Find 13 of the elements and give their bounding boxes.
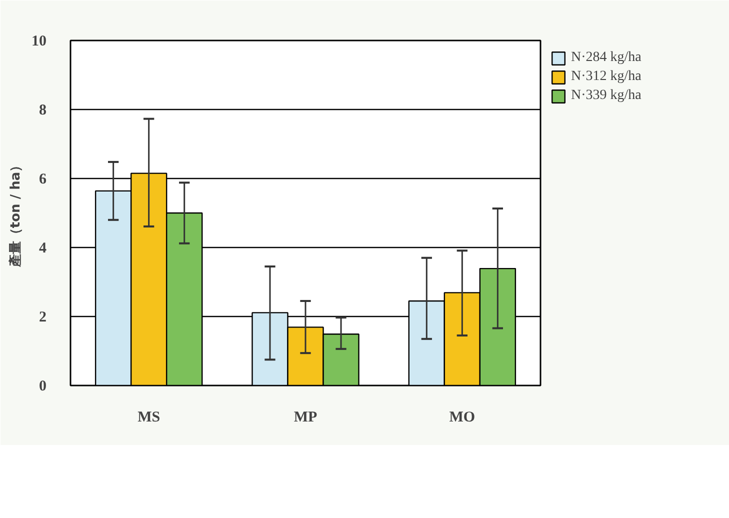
y-tick-label: 0 [39, 378, 46, 394]
y-tick-label: 8 [39, 102, 46, 118]
legend-label: N·312 kg/ha [571, 69, 642, 85]
y-tick-label: 4 [39, 240, 47, 256]
y-tick-label: 6 [39, 172, 47, 188]
legend-label: N·284 kg/ha [571, 50, 642, 66]
x-tick-label: MO [449, 410, 476, 426]
y-tick-label: 10 [32, 34, 46, 50]
y-tick-label: 2 [39, 310, 46, 326]
legend-label: N·339 kg/ha [571, 88, 642, 104]
x-tick-label: MP [294, 410, 318, 426]
y-axis-title: 產量（ton / ha） [8, 158, 24, 268]
x-tick-label: MS [138, 410, 160, 426]
